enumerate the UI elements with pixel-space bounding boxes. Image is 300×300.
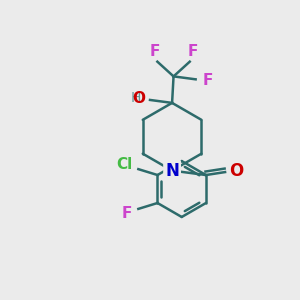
Text: F: F — [149, 44, 160, 59]
Text: O: O — [133, 91, 146, 106]
Text: H: H — [131, 92, 141, 106]
Text: F: F — [203, 73, 213, 88]
Text: F: F — [122, 206, 133, 221]
Text: F: F — [188, 44, 198, 59]
Text: O: O — [230, 162, 244, 180]
Text: N: N — [165, 162, 179, 180]
Text: Cl: Cl — [116, 157, 133, 172]
